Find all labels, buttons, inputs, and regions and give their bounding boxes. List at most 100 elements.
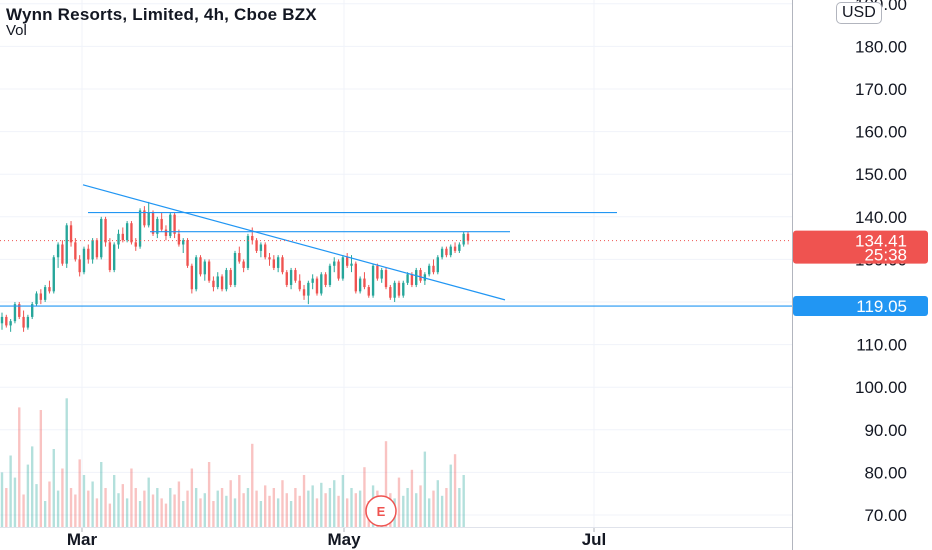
y-tick-label: 100.00 bbox=[855, 378, 907, 397]
candle-body bbox=[225, 270, 228, 290]
candle-body bbox=[74, 242, 77, 260]
candle-body bbox=[78, 259, 81, 273]
candle-body bbox=[397, 282, 401, 296]
candle-body bbox=[358, 278, 362, 292]
volume-bar bbox=[160, 498, 163, 527]
candle-body bbox=[156, 218, 159, 234]
candle-body bbox=[311, 278, 314, 283]
candle-body bbox=[82, 248, 86, 273]
volume-bar bbox=[220, 488, 224, 527]
candle-body bbox=[35, 293, 38, 305]
candle-body bbox=[384, 270, 388, 288]
time-axis[interactable]: Mar May Jul bbox=[0, 527, 792, 549]
candle-body bbox=[242, 261, 245, 268]
volume-bar bbox=[320, 482, 323, 527]
candle-body bbox=[436, 257, 439, 273]
candle-body bbox=[182, 240, 185, 245]
candle-body bbox=[393, 282, 396, 298]
candle-body bbox=[315, 278, 319, 294]
volume-bar bbox=[26, 464, 30, 527]
volume-bar bbox=[445, 488, 448, 527]
candle-body bbox=[220, 276, 224, 290]
candle-body bbox=[259, 244, 263, 251]
candle-body bbox=[61, 244, 64, 264]
volume-bar bbox=[354, 493, 358, 527]
volume-bar bbox=[35, 484, 38, 527]
volume-bar bbox=[328, 488, 332, 527]
volume-bar bbox=[43, 501, 47, 527]
volume-bar bbox=[440, 495, 444, 527]
candle-body bbox=[449, 246, 452, 256]
candle-body bbox=[363, 278, 366, 288]
volume-bar bbox=[358, 490, 362, 527]
candle-body bbox=[104, 218, 107, 243]
volume-bar bbox=[229, 480, 232, 527]
volume-bar bbox=[268, 495, 271, 527]
volume-bar bbox=[95, 498, 99, 527]
volume-bar bbox=[112, 475, 116, 527]
volume-bar bbox=[285, 493, 288, 527]
volume-bar bbox=[108, 503, 112, 527]
volume-bar bbox=[324, 493, 327, 527]
candle-body bbox=[5, 316, 8, 326]
candle-body bbox=[22, 316, 25, 328]
volume-bar bbox=[315, 498, 319, 527]
volume-bar bbox=[397, 477, 401, 527]
candle-body bbox=[13, 304, 17, 322]
volume-bar bbox=[203, 493, 206, 527]
candle-body bbox=[255, 240, 258, 251]
volume-bar bbox=[419, 485, 422, 527]
candle-body bbox=[216, 276, 219, 288]
volume-bar bbox=[415, 493, 418, 527]
volume-bar bbox=[117, 493, 120, 527]
candle-body bbox=[229, 270, 232, 285]
volume-bar bbox=[427, 498, 431, 527]
chart-title: Wynn Resorts, Limited, 4h, Cboe BZX bbox=[6, 5, 317, 24]
candle-body bbox=[367, 287, 370, 296]
candle-body bbox=[164, 229, 168, 236]
volume-bar bbox=[225, 495, 228, 527]
volume-bar bbox=[406, 488, 409, 527]
candle-body bbox=[389, 287, 392, 298]
descending-trendline bbox=[82, 184, 506, 301]
candle-body bbox=[251, 235, 254, 241]
x-tick-label: Jul bbox=[582, 530, 607, 549]
volume-bar bbox=[307, 490, 310, 527]
volume-bar bbox=[432, 490, 435, 527]
candle-body bbox=[462, 233, 465, 245]
currency-button[interactable]: USD bbox=[836, 2, 882, 24]
candle-body bbox=[100, 218, 103, 258]
volume-bar bbox=[272, 488, 276, 527]
y-tick-label: 80.00 bbox=[864, 463, 907, 482]
volume-bar bbox=[384, 441, 388, 527]
bar-countdown: 25:38 bbox=[864, 246, 907, 265]
candle-body bbox=[173, 214, 176, 234]
volume-bar bbox=[125, 498, 129, 527]
candle-body bbox=[328, 265, 332, 285]
volume-bar bbox=[186, 490, 189, 527]
volume-bar bbox=[143, 490, 146, 527]
candle-body bbox=[0, 316, 4, 324]
candle-body bbox=[289, 270, 293, 285]
volume-bar bbox=[363, 467, 366, 527]
candle-body bbox=[26, 316, 30, 328]
volume-bar bbox=[82, 475, 86, 527]
candle-body bbox=[371, 265, 375, 296]
volume-bar bbox=[156, 488, 159, 527]
candle-body bbox=[380, 270, 383, 279]
price-axis[interactable]: 70.0080.0090.00100.00110.00120.00130.001… bbox=[792, 0, 908, 550]
volume-bar bbox=[18, 407, 21, 527]
drawing-tools[interactable]: E bbox=[0, 184, 792, 527]
volume-bar bbox=[130, 468, 133, 527]
volume-bar bbox=[190, 468, 194, 527]
candle-body bbox=[143, 210, 146, 226]
volume-bar bbox=[259, 501, 263, 527]
candle-body bbox=[238, 253, 241, 262]
candle-body bbox=[65, 225, 68, 264]
candle-body bbox=[117, 233, 120, 245]
candle-body bbox=[298, 280, 301, 290]
candle-body bbox=[440, 248, 444, 258]
candle-body bbox=[341, 257, 345, 279]
